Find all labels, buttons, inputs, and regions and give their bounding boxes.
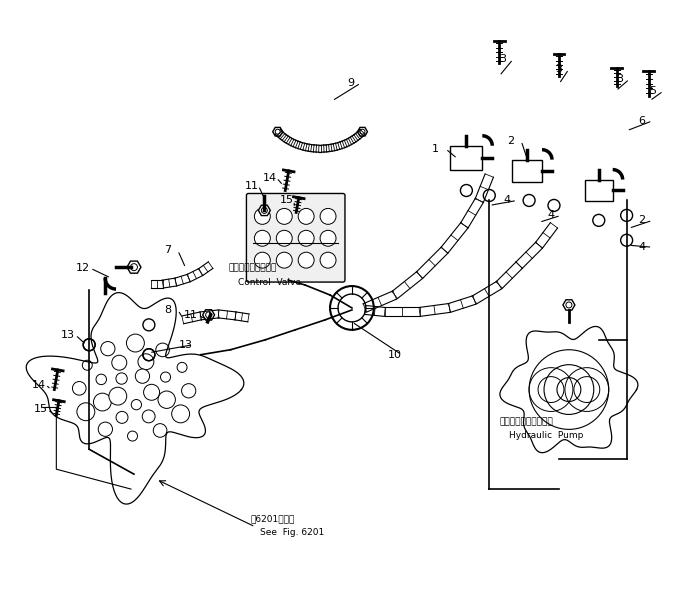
Circle shape — [158, 391, 175, 408]
Circle shape — [72, 382, 86, 395]
Circle shape — [298, 230, 314, 246]
Circle shape — [77, 403, 95, 421]
Text: 3: 3 — [500, 54, 506, 64]
Circle shape — [101, 342, 115, 356]
Circle shape — [126, 334, 145, 352]
Text: 4: 4 — [639, 242, 646, 252]
Circle shape — [330, 286, 374, 330]
Bar — [450, 146, 482, 170]
Circle shape — [131, 400, 141, 410]
Bar — [585, 180, 612, 202]
Circle shape — [138, 354, 154, 370]
Circle shape — [135, 369, 149, 384]
FancyBboxPatch shape — [247, 193, 345, 282]
Text: 第6201図参照: 第6201図参照 — [250, 514, 295, 524]
Text: 2: 2 — [507, 136, 514, 146]
Text: 2: 2 — [639, 215, 646, 225]
Text: 10: 10 — [388, 350, 402, 360]
Text: 3: 3 — [616, 74, 623, 84]
Text: 13: 13 — [62, 330, 75, 340]
Text: 11: 11 — [245, 180, 258, 190]
Polygon shape — [127, 261, 141, 273]
Text: ハイドロリックポンプ: ハイドロリックポンプ — [500, 417, 553, 426]
Circle shape — [254, 230, 270, 246]
Polygon shape — [258, 205, 270, 216]
Circle shape — [276, 230, 292, 246]
Polygon shape — [563, 300, 575, 310]
Circle shape — [109, 387, 126, 405]
Circle shape — [298, 209, 314, 225]
Text: 4: 4 — [503, 196, 510, 206]
Text: 15: 15 — [281, 196, 294, 206]
Text: See  Fig. 6201: See Fig. 6201 — [260, 528, 324, 537]
Text: 14: 14 — [32, 379, 45, 389]
Text: 3: 3 — [555, 64, 562, 74]
Circle shape — [96, 374, 107, 385]
Circle shape — [172, 405, 189, 423]
Circle shape — [298, 252, 314, 268]
Circle shape — [98, 422, 112, 436]
Circle shape — [254, 209, 270, 225]
Circle shape — [276, 209, 292, 225]
Text: 14: 14 — [262, 173, 276, 183]
Circle shape — [160, 372, 170, 382]
Circle shape — [116, 411, 128, 423]
Text: 6: 6 — [639, 116, 646, 126]
Text: 7: 7 — [164, 245, 171, 255]
Text: 8: 8 — [164, 305, 171, 315]
Circle shape — [142, 410, 155, 423]
Circle shape — [82, 361, 93, 370]
Circle shape — [320, 209, 336, 225]
Text: 13: 13 — [178, 340, 193, 350]
Polygon shape — [203, 310, 214, 320]
Polygon shape — [272, 128, 283, 136]
Text: コントロールバルブ: コントロールバルブ — [228, 264, 277, 272]
Text: Hydraulic  Pump: Hydraulic Pump — [509, 431, 583, 440]
Text: 11: 11 — [184, 310, 197, 320]
Polygon shape — [26, 293, 244, 504]
Circle shape — [320, 252, 336, 268]
Circle shape — [128, 431, 137, 441]
Text: Control  Valve: Control Valve — [239, 278, 301, 287]
Circle shape — [116, 373, 127, 384]
Circle shape — [254, 252, 270, 268]
Text: 12: 12 — [76, 263, 91, 273]
Circle shape — [153, 424, 167, 437]
Circle shape — [112, 355, 127, 370]
Polygon shape — [358, 128, 368, 136]
Text: 4: 4 — [547, 210, 554, 220]
Text: 5: 5 — [650, 86, 656, 96]
Circle shape — [177, 362, 187, 372]
Circle shape — [143, 384, 160, 400]
Circle shape — [276, 252, 292, 268]
Circle shape — [155, 343, 170, 357]
Text: 15: 15 — [33, 404, 47, 414]
Circle shape — [320, 230, 336, 246]
Circle shape — [93, 393, 112, 411]
Text: 1: 1 — [431, 144, 439, 154]
Polygon shape — [500, 326, 638, 453]
Text: 9: 9 — [347, 78, 354, 88]
Bar — [512, 160, 542, 181]
Circle shape — [182, 384, 196, 398]
